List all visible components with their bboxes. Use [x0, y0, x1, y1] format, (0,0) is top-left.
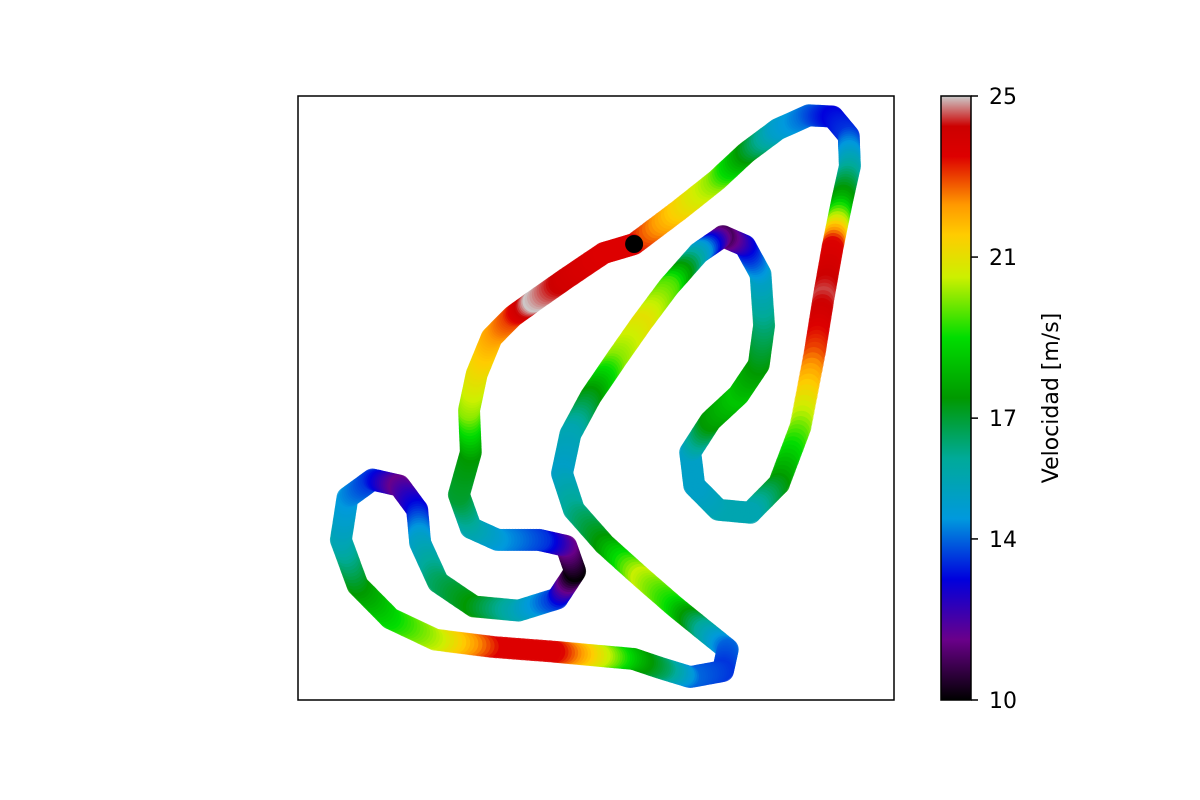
marker-group	[625, 235, 643, 253]
colorbar-tick-label: 25	[989, 85, 1017, 110]
colorbar	[941, 96, 971, 700]
colorbar-tick-label: 21	[989, 246, 1017, 271]
track-scatter	[330, 104, 861, 688]
colorbar-label: Velocidad [m/s]	[1039, 313, 1064, 484]
colorbar-ticks: 10 14 17 21 25	[971, 85, 1017, 714]
colorbar-tick-label: 14	[989, 528, 1017, 553]
colorbar-tick-label: 17	[989, 407, 1017, 432]
colorbar-tick-label: 10	[989, 689, 1017, 714]
position-marker	[625, 235, 643, 253]
